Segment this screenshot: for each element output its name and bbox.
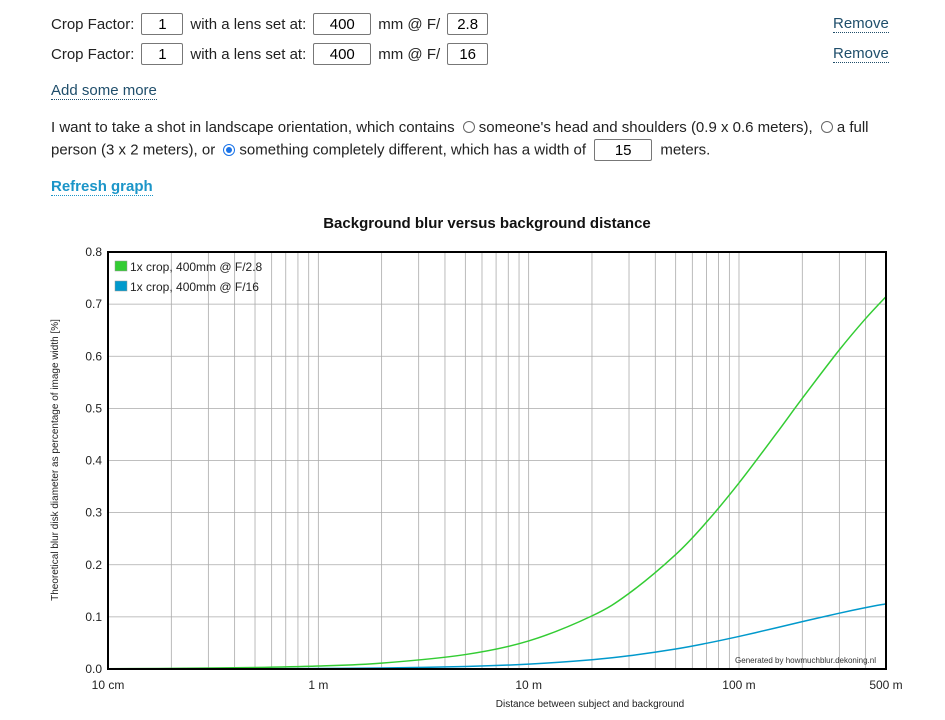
option-head-shoulders-label: someone's head and shoulders (0.9 x 0.6 … [478,119,813,136]
legend-label-f16: 1x crop, 400mm @ F/16 [130,280,259,294]
series-line-0 [107,296,887,670]
add-more-link[interactable]: Add some more [51,82,157,100]
y-tick-label: 0.7 [85,297,102,311]
width-input[interactable] [594,139,653,161]
radio-head-shoulders[interactable] [462,121,475,133]
focal-input[interactable] [313,43,372,65]
scene-description: I want to take a shot in landscape orien… [51,117,911,162]
unit-label: meters. [660,141,711,159]
plot-frame [107,251,887,670]
refresh-graph-link[interactable]: Refresh graph [51,178,153,196]
x-tick-label: 100 m [722,678,755,692]
y-tick-label: 0.4 [85,454,102,468]
aperture-input[interactable] [447,13,489,35]
x-tick-label: 10 m [515,678,542,692]
y-tick-label: 0.1 [85,610,102,624]
lens-row-2: Crop Factor: with a lens set at: mm @ F/ [51,41,489,67]
y-tick-label: 0.2 [85,558,102,572]
crop-input[interactable] [141,43,184,65]
lens-row-1: Crop Factor: with a lens set at: mm @ F/ [51,11,489,37]
aperture-label: mm @ F/ [378,45,441,63]
legend-swatch-f2-8 [114,260,128,272]
y-tick-label: 0.8 [85,245,102,259]
chart-title: Background blur versus background distan… [323,215,651,232]
y-axis-label: Theoretical blur disk diameter as percen… [50,319,61,601]
y-tick-label: 0.5 [85,401,102,415]
option-full-person-label: a full person (3 x 2 meters), or [51,119,869,159]
x-tick-label: 10 cm [92,678,125,692]
scene-intro: I want to take a shot in landscape orien… [51,119,455,136]
lens-label: with a lens set at: [190,45,307,63]
option-custom-label: something completely different, which ha… [239,141,586,159]
x-tick-label: 500 m [869,678,902,692]
legend-swatch-f16 [114,280,128,292]
crop-label: Crop Factor: [51,15,135,33]
legend: 1x crop, 400mm @ F/2.8 1x crop, 400mm @ … [114,260,263,294]
watermark: Generated by howmuchblur.dekoning.nl [735,656,876,665]
remove-lens-2-link[interactable]: Remove [833,45,889,63]
radio-full-person[interactable] [820,121,833,133]
legend-label-f2-8: 1x crop, 400mm @ F/2.8 [130,260,263,274]
aperture-input[interactable] [447,43,489,65]
lens-label: with a lens set at: [190,15,307,33]
focal-input[interactable] [313,13,372,35]
x-tick-label: 1 m [308,678,328,692]
crop-input[interactable] [141,13,184,35]
x-axis-label: Distance between subject and background [496,699,684,710]
crop-label: Crop Factor: [51,45,135,63]
y-tick-label: 0.0 [85,662,102,676]
y-tick-label: 0.6 [85,349,102,363]
aperture-label: mm @ F/ [378,15,441,33]
remove-lens-1-link[interactable]: Remove [833,15,889,33]
y-tick-label: 0.3 [85,506,102,520]
radio-custom[interactable] [223,143,236,156]
